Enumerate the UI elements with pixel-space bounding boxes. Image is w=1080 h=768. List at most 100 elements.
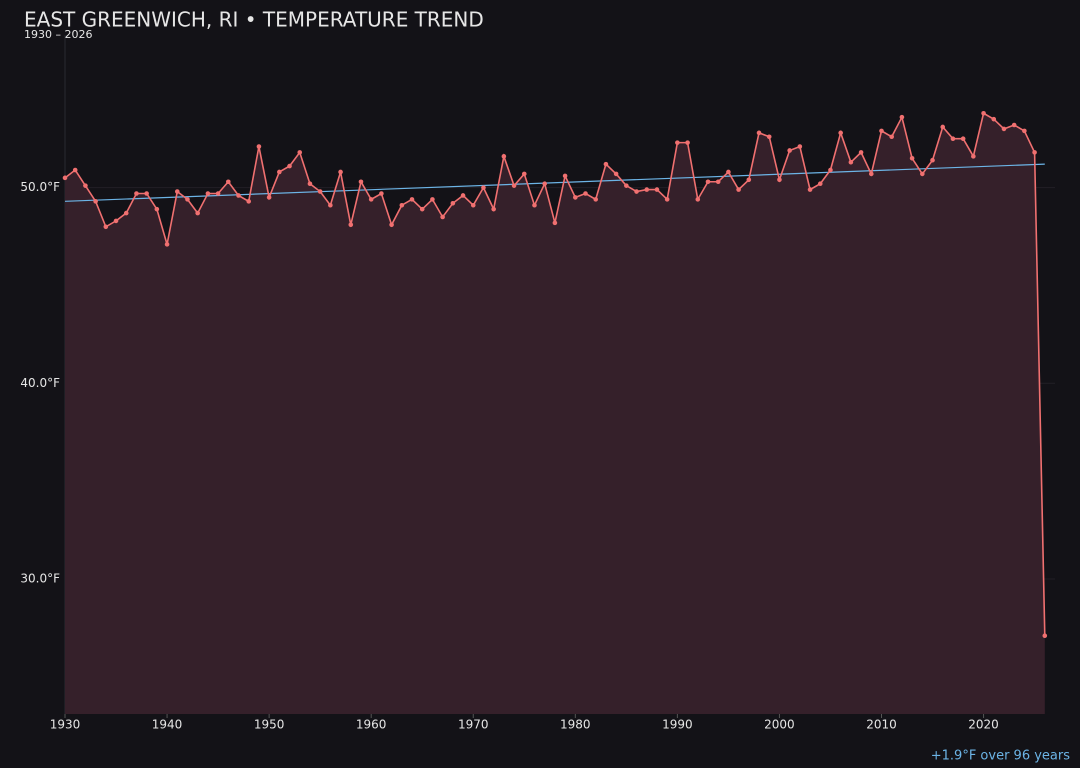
- x-tick-label: 1950: [254, 718, 285, 732]
- trend-annotation: +1.9°F over 96 years: [931, 749, 1070, 764]
- x-tick-label: 1970: [458, 718, 489, 732]
- point: [603, 161, 609, 167]
- point: [838, 130, 843, 136]
- x-tick-label: 2020: [968, 718, 999, 732]
- point: [971, 154, 976, 159]
- point: [981, 110, 986, 116]
- point: [797, 144, 803, 149]
- point: [236, 193, 241, 198]
- point: [889, 134, 895, 140]
- point: [562, 173, 568, 179]
- point: [389, 222, 394, 228]
- point: [379, 191, 384, 196]
- point: [470, 202, 476, 208]
- point: [123, 210, 129, 216]
- point: [134, 191, 139, 196]
- point: [858, 150, 864, 155]
- point: [909, 155, 915, 161]
- point: [736, 187, 741, 192]
- point: [1042, 633, 1048, 639]
- x-tick-label: 1940: [152, 718, 183, 732]
- point: [501, 154, 507, 159]
- point: [705, 179, 711, 185]
- x-tick-label: 1990: [662, 718, 693, 732]
- point: [664, 197, 670, 202]
- point: [644, 187, 650, 192]
- point: [675, 140, 680, 145]
- point: [164, 242, 170, 247]
- point: [828, 167, 833, 173]
- point: [419, 206, 425, 212]
- point: [634, 189, 639, 194]
- x-tick-label: 2000: [764, 718, 795, 732]
- point: [450, 200, 456, 206]
- point: [185, 197, 190, 202]
- point: [777, 177, 782, 183]
- point: [328, 202, 333, 208]
- point: [950, 136, 956, 142]
- point: [297, 150, 303, 155]
- trend-line: [64, 163, 1045, 202]
- point: [521, 171, 527, 177]
- point: [756, 130, 762, 136]
- point: [348, 222, 354, 228]
- point: [481, 185, 486, 190]
- point: [685, 140, 690, 145]
- point: [1032, 150, 1037, 155]
- x-tick-label: 1960: [356, 718, 387, 732]
- point: [766, 134, 772, 140]
- point: [144, 191, 149, 196]
- point: [940, 124, 946, 130]
- point: [573, 195, 578, 200]
- point: [613, 171, 619, 177]
- point: [715, 179, 721, 185]
- point: [552, 220, 558, 226]
- point: [807, 187, 813, 192]
- point: [868, 171, 874, 177]
- point: [83, 183, 88, 188]
- point: [1022, 128, 1027, 134]
- point: [103, 224, 109, 230]
- point: [368, 197, 374, 202]
- point: [225, 179, 231, 185]
- point: [409, 197, 415, 202]
- point: [338, 169, 343, 175]
- y-tick-label: 30.0°F: [20, 571, 60, 585]
- point: [205, 191, 211, 196]
- point: [440, 214, 445, 220]
- point: [93, 199, 98, 204]
- point: [174, 189, 180, 194]
- point: [399, 202, 405, 208]
- point: [879, 128, 884, 134]
- point: [460, 193, 466, 198]
- y-tick-label: 50.0°F: [20, 180, 60, 194]
- point: [960, 136, 966, 142]
- point: [787, 148, 792, 153]
- point: [583, 191, 588, 196]
- point: [62, 175, 68, 181]
- point: [920, 171, 925, 177]
- point: [317, 189, 323, 194]
- point: [358, 179, 364, 185]
- point: [72, 167, 78, 173]
- point: [113, 218, 119, 224]
- area: [65, 113, 1045, 715]
- point: [817, 181, 823, 187]
- point: [654, 187, 660, 192]
- point: [532, 202, 537, 208]
- chart-title: EAST GREENWICH, RI • TEMPERATURE TREND: [24, 8, 484, 32]
- point: [695, 197, 701, 202]
- x-tick-label: 2010: [866, 718, 897, 732]
- point: [154, 206, 160, 212]
- x-tick-label: 1980: [560, 718, 591, 732]
- point: [430, 197, 435, 202]
- point: [246, 199, 252, 204]
- y-tick-label: 40.0°F: [20, 376, 60, 390]
- point: [287, 163, 292, 169]
- point: [277, 169, 282, 175]
- chart-subtitle: 1930 – 2026: [24, 28, 92, 41]
- point: [307, 181, 313, 187]
- point: [542, 181, 547, 187]
- point: [511, 183, 517, 188]
